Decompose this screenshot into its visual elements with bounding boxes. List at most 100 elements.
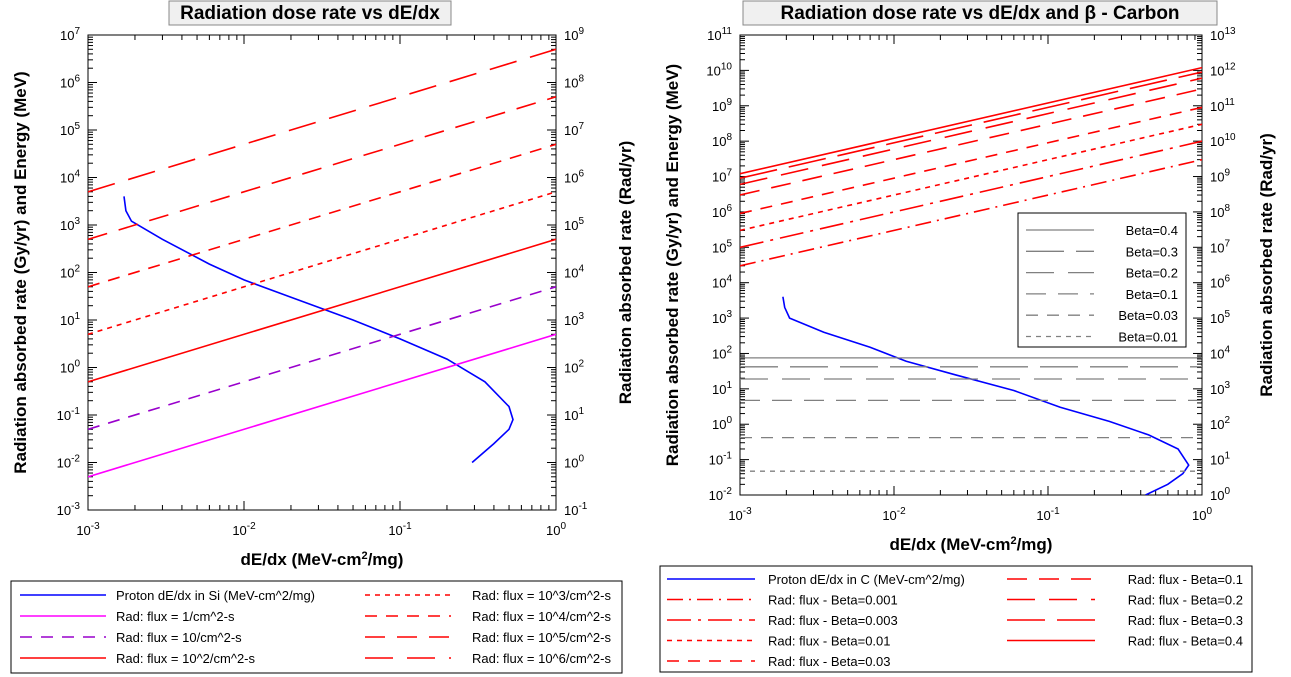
legend-entry-label: Rad: flux - Beta=0.01 xyxy=(768,634,891,649)
legend-entry-label: Rad: flux - Beta=0.3 xyxy=(1128,613,1243,628)
series-rad-flux-beta-0-4 xyxy=(740,66,1202,175)
legend-entry-label: Rad: flux - Beta=0.001 xyxy=(768,593,898,608)
series-rad-flux-1-cm-2-s xyxy=(88,333,556,478)
y-right-tick-label: 106 xyxy=(1210,274,1230,291)
series-rad-flux-10-cm-2-s xyxy=(88,286,556,431)
series-rad-flux-beta-0-3 xyxy=(740,71,1202,179)
y-right-tick-label: 1011 xyxy=(1210,97,1235,114)
y-left-tick-label: 108 xyxy=(712,132,732,149)
y-left-tick-label: 105 xyxy=(712,238,732,255)
y-left-tick-label: 106 xyxy=(60,74,80,91)
y-left-tick-label: 102 xyxy=(60,264,80,281)
x-tick-label: 10-2 xyxy=(232,521,256,538)
y-right-tick-label: 102 xyxy=(564,359,584,376)
legend-entry-label: Rad: flux - Beta=0.003 xyxy=(768,613,898,628)
y-right-tick-label: 1013 xyxy=(1210,26,1236,43)
y-right-tick-label: 107 xyxy=(1210,238,1230,255)
y-right-tick-label: 107 xyxy=(564,121,584,138)
x-tick-label: 100 xyxy=(546,521,566,538)
series-rad-flux-beta-0-2 xyxy=(740,77,1202,186)
legend-box xyxy=(10,580,623,674)
y-left-tick-label: 1011 xyxy=(707,26,732,43)
series-rad-flux-10-6-cm-2-s xyxy=(88,48,556,193)
y-right-tick-label: 1010 xyxy=(1210,132,1236,149)
y-right-tick-label: 102 xyxy=(1210,415,1230,432)
y-left-tick-label: 107 xyxy=(60,26,80,43)
y-left-tick-label: 102 xyxy=(712,344,732,361)
legend-box xyxy=(659,565,1253,673)
series-rad-flux-beta-0-1 xyxy=(740,88,1202,196)
series-rad-flux-10-5-cm-2-s xyxy=(88,96,556,241)
y-right-tick-label: 101 xyxy=(564,406,584,423)
y-right-tick-label: 108 xyxy=(564,74,584,91)
y-right-tick-label: 103 xyxy=(564,311,584,328)
y-right-tick-label: 100 xyxy=(1210,486,1230,503)
y-left-tick-label: 107 xyxy=(712,168,732,185)
y-left-tick-label: 104 xyxy=(60,169,80,186)
chart-title-box xyxy=(168,0,452,26)
legend-entry-label: Rad: flux = 10/cm^2-s xyxy=(116,630,242,645)
series-rad-flux-10-3-cm-2-s xyxy=(88,191,556,336)
x-tick-label: 10-3 xyxy=(728,506,752,523)
y-right-tick-label: 100 xyxy=(564,454,584,471)
legend-entry-label: Rad: flux = 10^2/cm^2-s xyxy=(116,651,256,666)
y-right-tick-label: 108 xyxy=(1210,203,1230,220)
inner-legend-label: Beta=0.2 xyxy=(1126,266,1178,281)
y-left-tick-label: 104 xyxy=(712,274,732,291)
legend-entry-label: Rad: flux - Beta=0.03 xyxy=(768,654,891,669)
series-rad-flux-10-2-cm-2-s xyxy=(88,238,556,383)
y-left-tick-label: 101 xyxy=(712,380,732,397)
x-tick-label: 100 xyxy=(1192,506,1212,523)
y-right-tick-label: 1012 xyxy=(1210,61,1236,78)
y-right-tick-label: 104 xyxy=(564,264,584,281)
inner-legend-label: Beta=0.03 xyxy=(1118,308,1178,323)
y-left-tick-label: 10-3 xyxy=(57,501,81,518)
legend-entry-label: Rad: flux = 10^6/cm^2-s xyxy=(472,651,612,666)
y-left-axis-title: Radiation absorbed rate (Gy/yr) and Ener… xyxy=(663,64,682,466)
y-right-tick-label: 104 xyxy=(1210,344,1230,361)
inner-legend-box xyxy=(1017,212,1187,348)
chart-dose-rate-carbon: Radiation dose rate vs dE/dx and β - Car… xyxy=(659,0,1276,673)
legend-entry-label: Rad: flux = 10^3/cm^2-s xyxy=(472,588,612,603)
legend-entry-label: Rad: flux - Beta=0.1 xyxy=(1128,572,1243,587)
x-axis-title: dE/dx (MeV-cm2/mg) xyxy=(890,535,1053,554)
y-left-tick-label: 100 xyxy=(712,415,732,432)
y-left-tick-label: 106 xyxy=(712,203,732,220)
y-left-tick-label: 109 xyxy=(712,97,732,114)
y-right-tick-label: 106 xyxy=(564,169,584,186)
chart-title-box xyxy=(742,0,1218,26)
x-tick-label: 10-2 xyxy=(882,506,906,523)
inner-legend-label: Beta=0.1 xyxy=(1126,287,1178,302)
inner-legend-label: Beta=0.01 xyxy=(1118,330,1178,345)
inner-legend-label: Beta=0.3 xyxy=(1126,244,1178,259)
y-left-tick-label: 100 xyxy=(60,359,80,376)
plot-series-group xyxy=(88,48,556,478)
series-rad-flux-beta-0-003 xyxy=(740,140,1202,249)
legend-entry-label: Proton dE/dx in Si (MeV-cm^2/mg) xyxy=(116,588,315,603)
y-left-tick-label: 10-1 xyxy=(57,406,81,423)
series-proton-de-dx-in-si-mev-cm-2-mg xyxy=(123,196,514,464)
y-right-tick-label: 109 xyxy=(1210,168,1230,185)
y-left-tick-label: 101 xyxy=(60,311,80,328)
chart-title: Radiation dose rate vs dE/dx and β - Car… xyxy=(780,3,1179,24)
y-left-tick-label: 1010 xyxy=(706,61,732,78)
plot-frame xyxy=(87,34,557,511)
x-tick-label: 10-3 xyxy=(76,521,100,538)
series-rad-flux-10-4-cm-2-s xyxy=(88,143,556,288)
y-right-axis-title: Radiation absorbed rate (Rad/yr) xyxy=(1257,133,1276,397)
y-right-tick-label: 105 xyxy=(1210,309,1230,326)
y-left-tick-label: 105 xyxy=(60,121,80,138)
y-right-axis-title: Radiation absorbed rate (Rad/yr) xyxy=(616,141,635,405)
y-left-tick-label: 10-1 xyxy=(709,451,733,468)
y-right-tick-label: 109 xyxy=(564,26,584,43)
y-right-tick-label: 10-1 xyxy=(564,501,588,518)
y-left-axis-title: Radiation absorbed rate (Gy/yr) and Ener… xyxy=(11,71,30,473)
legend-entry-label: Rad: flux - Beta=0.4 xyxy=(1128,634,1243,649)
legend-entry-label: Proton dE/dx in C (MeV-cm^2/mg) xyxy=(768,572,965,587)
x-tick-label: 10-1 xyxy=(1036,506,1060,523)
legend-entry-label: Rad: flux - Beta=0.2 xyxy=(1128,593,1243,608)
series-rad-flux-beta-0-03 xyxy=(740,106,1202,215)
y-left-tick-label: 10-2 xyxy=(57,454,81,471)
y-right-tick-label: 103 xyxy=(1210,380,1230,397)
